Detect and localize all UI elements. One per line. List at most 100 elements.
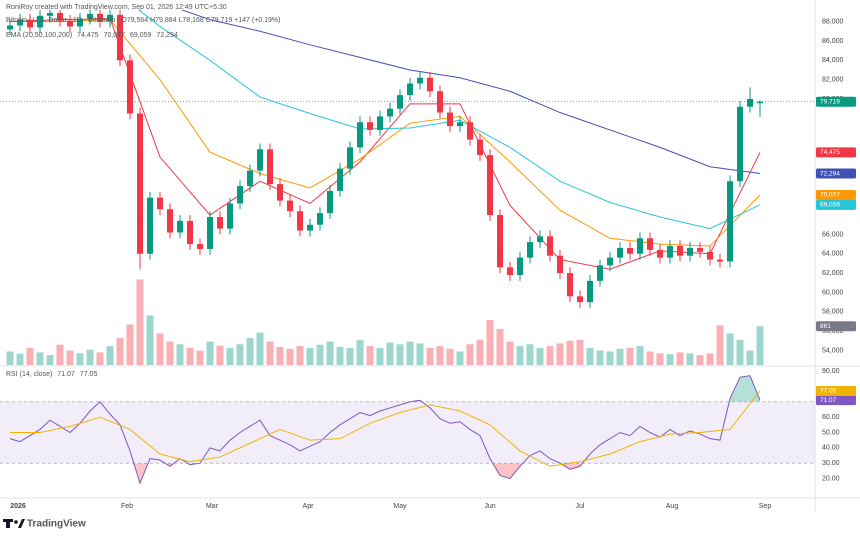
candle-body (337, 168, 343, 191)
volume-bar (236, 344, 244, 365)
candle-body (67, 20, 73, 27)
volume-bar (456, 351, 464, 365)
axis-value-box (816, 168, 856, 179)
volume-bar (536, 347, 544, 365)
candle-body (667, 246, 673, 258)
axis-value-box (816, 189, 856, 200)
volume-layer (6, 279, 764, 365)
candle-body (87, 13, 93, 19)
volume-bar (626, 347, 634, 365)
candle-body (187, 220, 193, 245)
candle-body (557, 255, 563, 274)
candle-body (197, 244, 203, 249)
x-tick-label: Mar (206, 503, 219, 510)
volume-bar (76, 353, 84, 365)
candle-body (27, 19, 33, 28)
rsi-line (9, 375, 761, 485)
candle-body (447, 112, 453, 127)
candle-body (687, 247, 693, 256)
volume-bar (366, 346, 374, 365)
volume-bar (396, 344, 404, 365)
volume-bar (46, 355, 54, 365)
volume-bar (96, 352, 104, 365)
candle-body (637, 238, 643, 254)
y-tick-label: 84,000 (822, 57, 844, 64)
candle-body (457, 122, 463, 127)
y-tick-label: 66,000 (822, 231, 844, 238)
y-tick-label: 40.00 (822, 445, 840, 452)
candle-body (497, 215, 503, 268)
volume-bar (596, 350, 604, 365)
candle-body (137, 113, 143, 254)
ema-line (9, 18, 761, 270)
candle-body (177, 220, 183, 233)
candle-body (217, 217, 223, 229)
candle-body (727, 181, 733, 262)
volume-bar (316, 344, 324, 365)
candle-body (617, 247, 623, 258)
y-tick-label: 88,000 (822, 18, 844, 25)
volume-bar (6, 351, 14, 365)
candle-body (357, 122, 363, 148)
candle-body (287, 200, 293, 212)
candle-body (227, 203, 233, 229)
volume-bar (346, 347, 354, 365)
volume-bar (476, 339, 484, 365)
rsi-legend-value: 77.05 (80, 371, 98, 378)
volume-bar (216, 345, 224, 365)
candle-body (97, 13, 103, 22)
volume-bar (56, 344, 64, 365)
volume-bar (16, 353, 24, 365)
volume-bar (256, 332, 264, 365)
axis-value-label: 69,059 (820, 202, 840, 209)
volume-bar (426, 347, 434, 365)
axis-value-box (816, 147, 856, 158)
candle-body (37, 15, 43, 28)
volume-bar (706, 353, 714, 365)
candle-body (417, 77, 423, 84)
axis-value-box (816, 199, 856, 210)
brand-logo (14, 520, 18, 524)
axis-value-label: 77.05 (820, 388, 837, 395)
candle-body (527, 242, 533, 258)
candle-body (267, 149, 273, 185)
candle-body (657, 249, 663, 258)
volume-bar (196, 350, 204, 365)
candle-body (327, 190, 333, 214)
volume-bar (436, 346, 444, 365)
volume-bar (546, 346, 554, 365)
candle-body (697, 247, 703, 252)
ema-legend-value: 74,475 (77, 32, 99, 39)
x-tick-label: Jul (576, 503, 585, 510)
volume-bar (716, 325, 724, 365)
candle-body (707, 251, 713, 260)
volume-bar (126, 324, 134, 365)
volume-bar (326, 341, 334, 365)
axis-value-label: 79,719 (820, 98, 840, 105)
candle-body (247, 170, 253, 187)
ema-line (137, 10, 761, 230)
y-tick-label: 30.00 (822, 460, 840, 467)
axis-layer: 88,00086,00084,00082,00080,00066,00064,0… (0, 18, 856, 510)
volume-bar (726, 333, 734, 365)
volume-bar (466, 344, 474, 365)
axis-value-box (816, 96, 856, 107)
candle-body (17, 19, 23, 26)
y-tick-label: 62,000 (822, 270, 844, 277)
candle-body (747, 98, 753, 107)
volume-bar (166, 341, 174, 365)
x-tick-label: Aug (666, 503, 679, 510)
candle-body (537, 236, 543, 243)
volume-bar (636, 346, 644, 365)
indicator-label: EMA (20,50,100,200) (6, 32, 72, 39)
candle-body (297, 211, 303, 231)
volume-bar (286, 348, 294, 365)
symbol-label: Bitcoin / U.S. Dollar · 1D · Bitstamp (6, 17, 115, 24)
y-tick-label: 60.00 (822, 414, 840, 421)
candle-body (167, 209, 173, 233)
volume-bar (276, 347, 284, 365)
brand-logo (18, 519, 25, 528)
volume-bar (576, 339, 584, 365)
candle-body (147, 197, 153, 254)
